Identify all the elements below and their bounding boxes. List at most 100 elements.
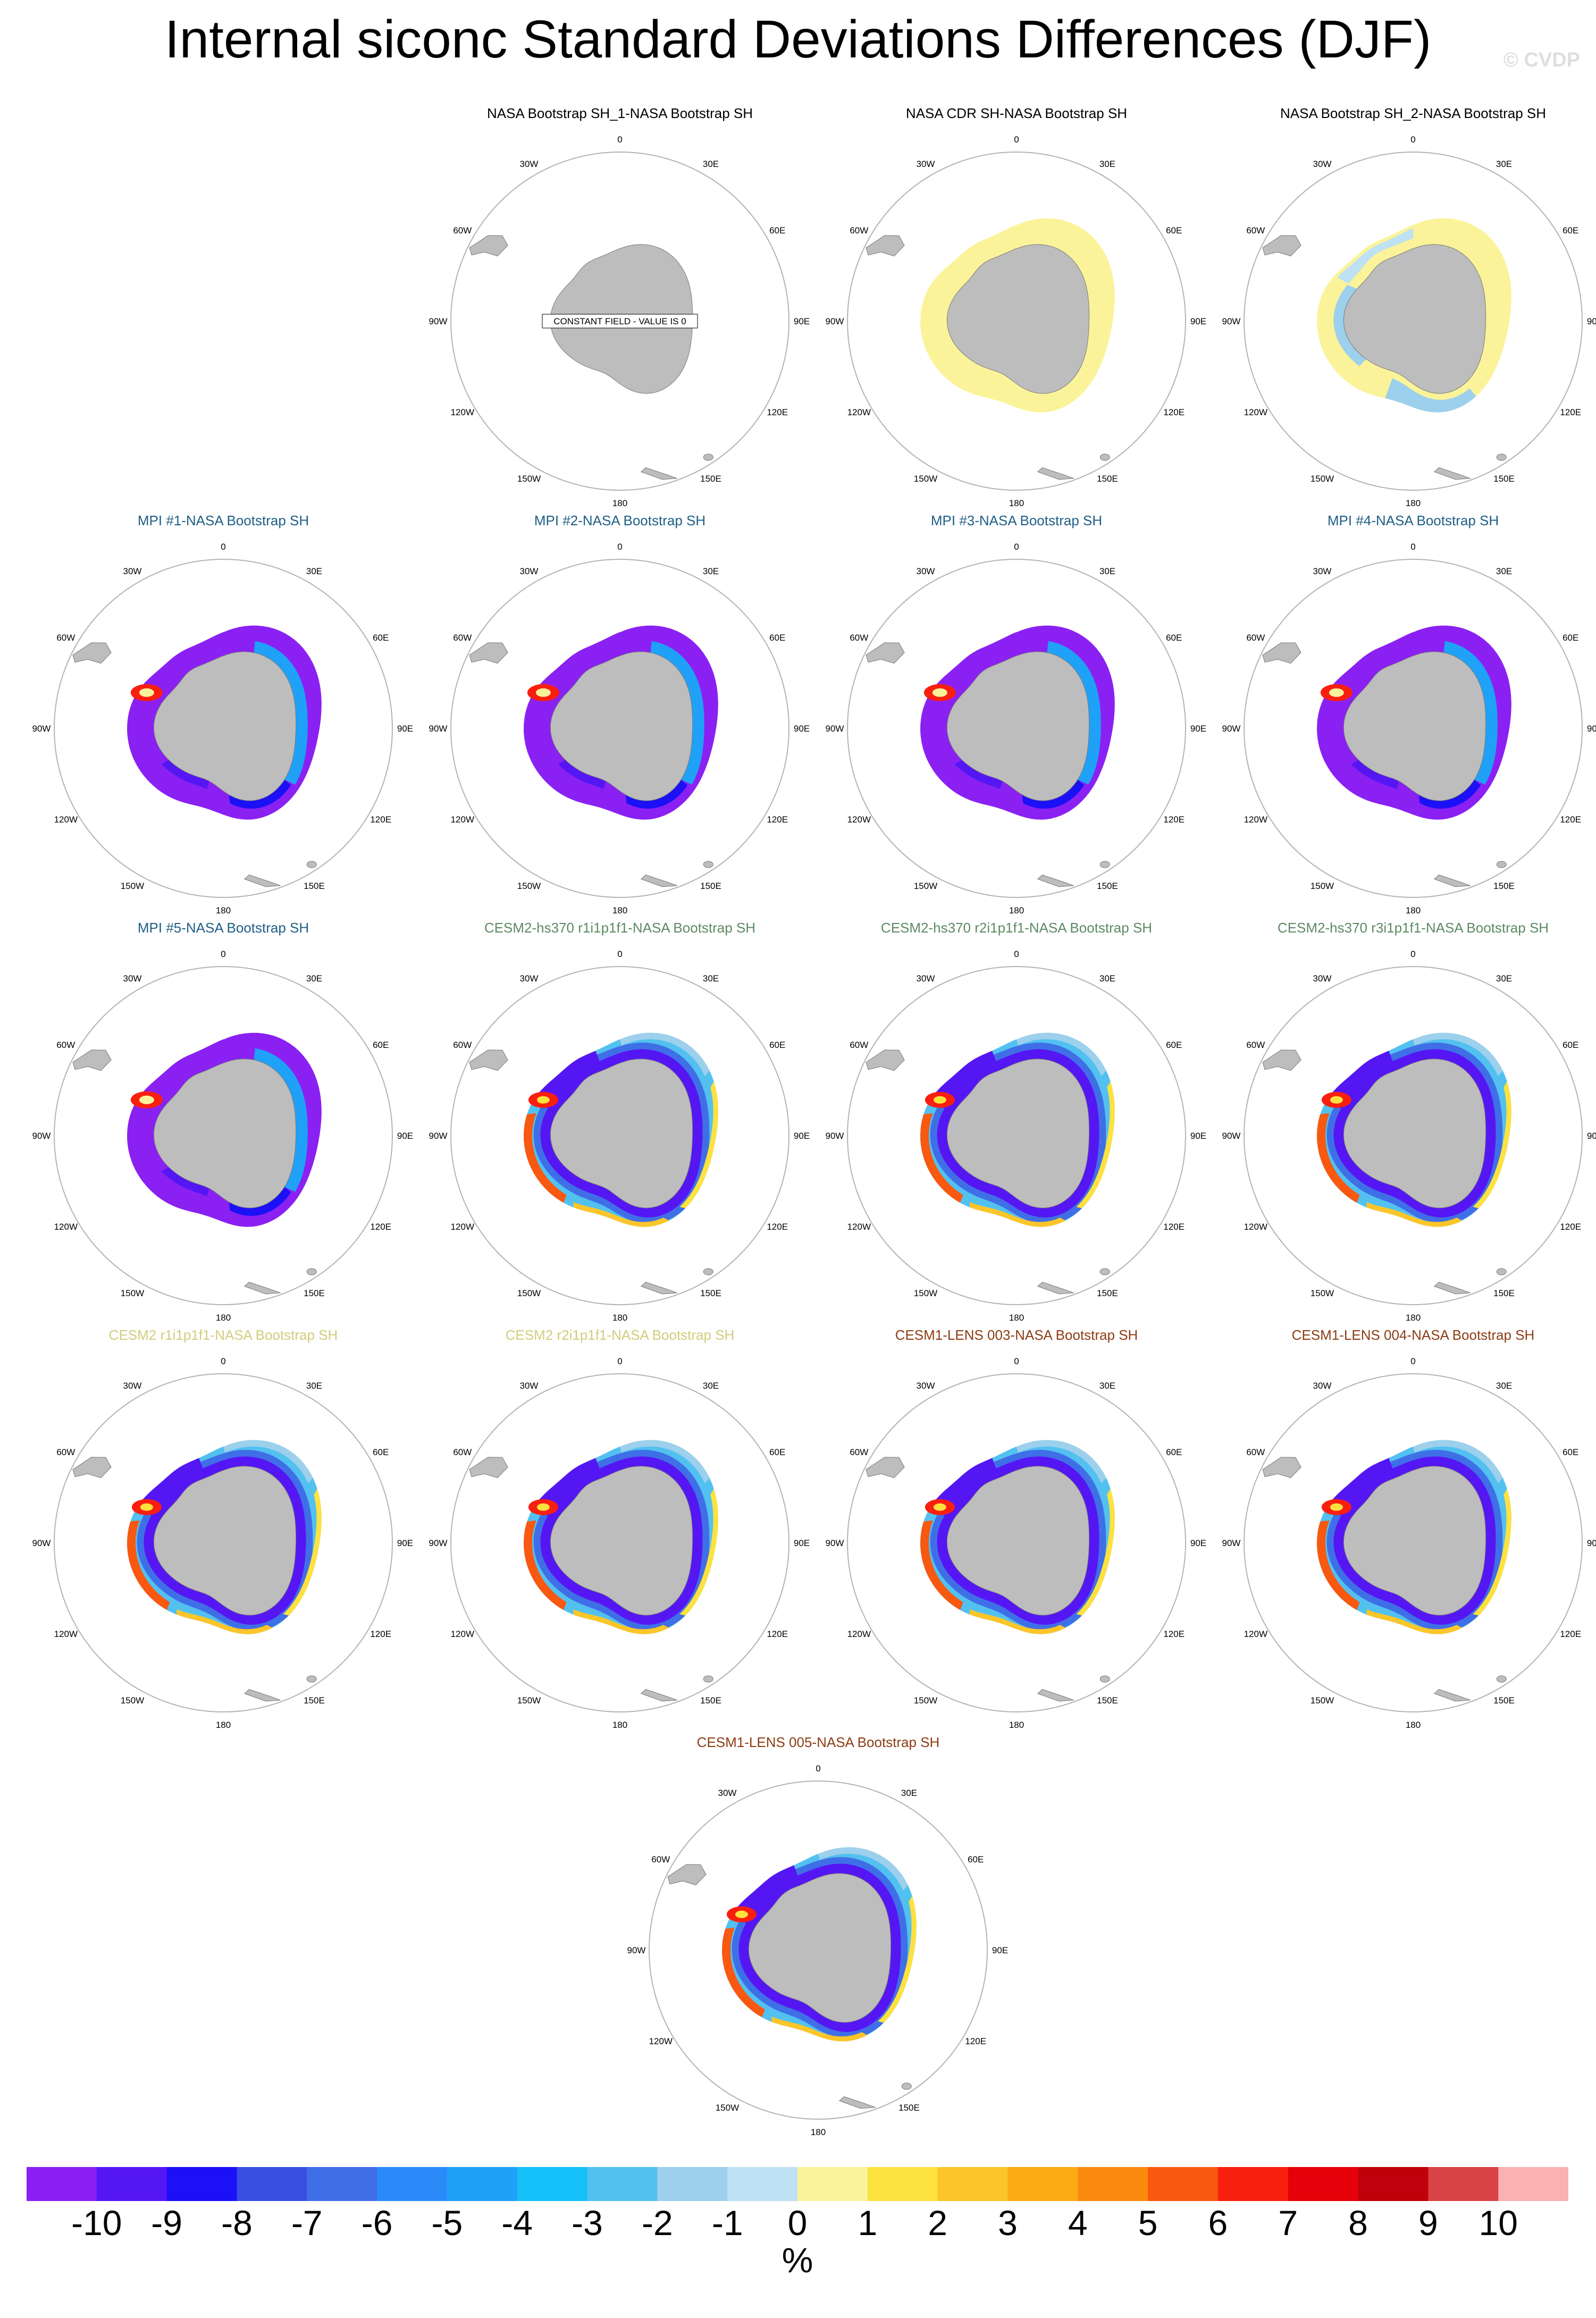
polar-map: 0 30E 60E 90E 120E 150E 180 150W 120W 90W 60W 30W (32, 1356, 414, 1730)
antarctica-landmass (1343, 244, 1486, 394)
map-panel: CESM1-LENS 003-NASA Bootstrap SH 0 30E 60E 9… (820, 1326, 1213, 1730)
colorbar-tick-label: -9 (151, 2203, 182, 2243)
longitude-label: 120E (1163, 1629, 1185, 1639)
panel-title: NASA CDR SH-NASA Bootstrap SH (905, 105, 1128, 121)
south-america-landmass (866, 1457, 905, 1479)
longitude-label: 30E (703, 973, 719, 984)
longitude-label: 150E (304, 1695, 325, 1706)
longitude-label: 90W (1222, 724, 1241, 734)
panel-title: MPI #3-NASA Bootstrap SH (930, 513, 1103, 528)
longitude-label: 120W (54, 1222, 78, 1232)
colorbar-tick-label: -5 (432, 2203, 463, 2243)
south-america-landmass (469, 1457, 508, 1479)
longitude-label: 90W (1222, 1131, 1241, 1141)
colorbar: -10 -9 -8 -7 -6 -5 -4 -3 -2 -1 0 1 2 3 4 5 6 7 8 9 10% (27, 2167, 1568, 2275)
colorbar-swatch (1358, 2167, 1429, 2201)
sic-positive-edge (1076, 1489, 1115, 1616)
map-panel: CESM2 r2i1p1f1-NASA Bootstrap SH 0 30E 60E 9… (423, 1326, 817, 1730)
map-panel: CESM2 r1i1p1f1-NASA Bootstrap SH 0 30E 60E 9… (27, 1326, 420, 1730)
new-zealand-landmass (1433, 875, 1471, 887)
colorbar-swatch (1217, 2167, 1289, 2201)
longitude-label: 0 (816, 1763, 820, 1774)
longitude-label: 120W (54, 814, 78, 825)
longitude-label: 0 (221, 949, 225, 959)
longitude-label: 150E (700, 881, 721, 891)
map-boundary-circle (1244, 1373, 1583, 1712)
longitude-label: 30E (1099, 566, 1115, 576)
longitude-label: 60W (850, 1040, 868, 1050)
longitude-label: 180 (216, 905, 231, 916)
longitude-label: 60E (1563, 1447, 1578, 1457)
longitude-label: 60E (1166, 225, 1182, 236)
longitude-label: 180 (612, 498, 627, 508)
tasmania-landmass (703, 861, 713, 868)
map-boundary-circle (1244, 966, 1583, 1305)
polar-map: 0 30E 60E 90E 120E 150E 180 150W 120W 90W 60W 30W CO… (429, 135, 810, 508)
colorbar-tick-label: 3 (998, 2203, 1018, 2243)
longitude-label: 90W (429, 1131, 448, 1141)
longitude-label: 90E (1190, 1538, 1206, 1548)
map-panel: CESM1-LENS 005-NASA Bootstrap SH 0 30E 60E 9… (621, 1733, 1015, 2137)
longitude-label: 0 (617, 135, 622, 145)
sic-anomaly-band (161, 1167, 209, 1197)
longitude-label: 120E (1163, 1222, 1185, 1232)
sic-anomaly-band (954, 760, 1003, 790)
colorbar-swatch (1498, 2167, 1568, 2201)
sic-anomaly-band (1413, 1032, 1503, 1077)
cvdp-credit: © CVDP (1503, 49, 1580, 71)
south-america-landmass (72, 1457, 112, 1479)
sic-positive-edge (970, 1202, 1066, 1227)
sic-positive-patch (1330, 1096, 1343, 1104)
sic-negative-patch (1385, 378, 1476, 413)
panel-title: CESM1-LENS 005-NASA Bootstrap SH (696, 1734, 940, 1750)
longitude-label: 90E (1587, 1131, 1596, 1141)
sic-positive-edge (283, 1489, 322, 1616)
longitude-label: 30W (520, 159, 539, 169)
colorbar-swatch (96, 2167, 167, 2201)
new-zealand-landmass (1433, 467, 1471, 480)
map-panel: MPI #1-NASA Bootstrap SH 0 30E 60E 90E 120E 15… (27, 511, 420, 916)
longitude-label: 60W (453, 225, 472, 236)
colorbar-swatch (517, 2167, 588, 2201)
antarctica-landmass (153, 651, 297, 801)
longitude-label: 0 (617, 542, 622, 552)
longitude-label: 60W (56, 1040, 75, 1050)
sic-anomaly-band (558, 760, 606, 790)
sic-negative-patch (1333, 284, 1366, 366)
south-america-landmass (72, 1049, 112, 1071)
longitude-label: 60W (850, 225, 868, 236)
longitude-label: 120E (1560, 1629, 1581, 1639)
longitude-label: 120W (1244, 1222, 1267, 1232)
panel-title: CESM1-LENS 003-NASA Bootstrap SH (895, 1327, 1138, 1343)
longitude-label: 120E (767, 1629, 788, 1639)
longitude-label: 150E (700, 474, 721, 484)
longitude-label: 60E (1166, 1040, 1182, 1050)
longitude-label: 120E (767, 407, 788, 417)
longitude-label: 60W (651, 1854, 670, 1865)
south-america-landmass (866, 235, 905, 257)
colorbar-tick-label: -7 (291, 2203, 323, 2243)
panel-title: MPI #5-NASA Bootstrap SH (137, 920, 309, 936)
longitude-label: 90E (397, 1538, 413, 1548)
sic-positive-edge (1366, 1609, 1463, 1634)
polar-map: 0 30E 60E 90E 120E 150E 180 150W 120W 90W 60W 30W (1222, 542, 1596, 916)
south-america-landmass (72, 642, 112, 664)
tasmania-landmass (1099, 861, 1110, 868)
sic-anomaly-band (1047, 641, 1101, 785)
new-zealand-landmass (243, 875, 281, 887)
new-zealand-landmass (243, 1282, 281, 1295)
sic-positive-edge (1473, 1489, 1511, 1616)
sic-positive-edge (1473, 1081, 1511, 1208)
sic-positive-edge (177, 1609, 273, 1634)
sic-positive-patch (735, 1910, 748, 1918)
colorbar-tick-label: -4 (501, 2203, 533, 2243)
longitude-label: 30W (718, 1788, 737, 1798)
map-panel: CESM2-hs370 r2i1p1f1-NASA Bootstrap SH 0 3… (820, 919, 1213, 1323)
longitude-label: 30W (123, 1381, 142, 1391)
longitude-label: 120W (847, 814, 871, 825)
colorbar-swatch (867, 2167, 938, 2201)
longitude-label: 150E (304, 1288, 325, 1298)
map-panel: NASA Bootstrap SH_1-NASA Bootstrap SH 0 30… (423, 104, 817, 508)
longitude-label: 60E (1166, 1447, 1182, 1457)
longitude-label: 90E (1587, 316, 1596, 326)
